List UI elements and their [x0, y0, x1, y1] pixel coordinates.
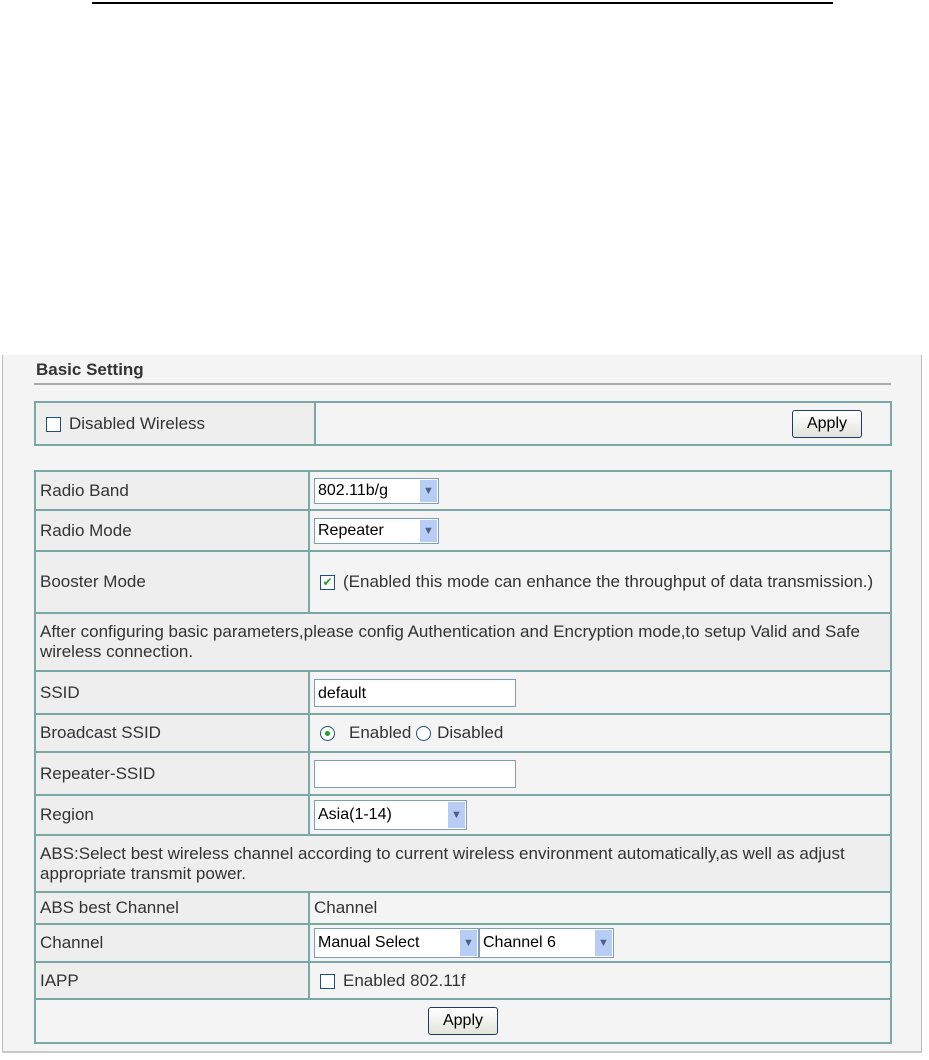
row-ssid: SSID default — [34, 670, 892, 715]
enabled-label: Enabled — [349, 723, 412, 742]
booster-text: (Enabled this mode can enhance the throu… — [343, 572, 874, 591]
apply-button-top[interactable]: Apply — [791, 409, 862, 438]
row-info-abs: ABS:Select best wireless channel accordi… — [34, 834, 892, 893]
row-abs: ABS best Channel Channel — [34, 891, 892, 925]
region-label: Region — [34, 794, 310, 836]
row-info-auth: After configuring basic parameters,pleas… — [34, 612, 892, 672]
channel-mode-value: Manual Select — [318, 934, 420, 951]
broadcast-disabled-radio[interactable] — [416, 726, 432, 742]
iapp-label: IAPP — [34, 961, 310, 1000]
disabled-wireless-label: Disabled Wireless — [69, 413, 206, 433]
channel-select[interactable]: Channel 6 ▼ — [479, 928, 614, 958]
channel-mode-select[interactable]: Manual Select ▼ — [314, 928, 479, 958]
divider — [34, 383, 891, 385]
row-booster: Booster Mode ✔ (Enabled this mode can enh… — [34, 550, 892, 614]
iapp-checkbox[interactable] — [320, 973, 335, 989]
ssid-label: SSID — [34, 670, 310, 715]
page-title: Basic Setting — [36, 360, 144, 379]
row-radio-band: Radio Band 802.11b/g ▼ — [34, 470, 892, 511]
radio-mode-value: Repeater — [318, 521, 384, 539]
broadcast-ssid-label: Broadcast SSID — [34, 713, 310, 753]
disabled-wireless-checkbox[interactable] — [46, 416, 61, 432]
row-iapp: IAPP Enabled 802.11f — [34, 961, 892, 1000]
iapp-text: Enabled 802.11f — [343, 970, 466, 990]
apply-cell: Apply — [314, 401, 892, 446]
chevron-down-icon: ▼ — [420, 519, 437, 542]
disabled-label: Disabled — [437, 723, 504, 742]
radio-band-select[interactable]: 802.11b/g ▼ — [314, 477, 439, 504]
broadcast-enabled-radio[interactable] — [320, 726, 335, 742]
chevron-down-icon: ▼ — [448, 802, 465, 828]
chevron-down-icon: ▼ — [595, 930, 612, 956]
row-radio-mode: Radio Mode Repeater ▼ — [34, 509, 892, 552]
booster-label: Booster Mode — [34, 550, 310, 614]
disabled-wireless-cell: Disabled Wireless — [34, 401, 316, 446]
auth-info-text: After configuring basic parameters,pleas… — [34, 612, 892, 672]
repeater-ssid-input[interactable] — [314, 759, 516, 788]
abs-info-text: ABS:Select best wireless channel accordi… — [34, 834, 892, 893]
ssid-input[interactable]: default — [314, 678, 516, 707]
abs-value: Channel — [308, 891, 892, 925]
radio-mode-label: Radio Mode — [34, 509, 310, 552]
region-value: Asia(1-14) — [318, 806, 392, 823]
row-repeater-ssid: Repeater-SSID — [34, 751, 892, 796]
row-region: Region Asia(1-14) ▼ — [34, 794, 892, 836]
disable-wireless-table: Disabled Wireless Apply — [34, 401, 892, 446]
row-broadcast: Broadcast SSID Enabled Disabled — [34, 713, 892, 753]
radio-band-value: 802.11b/g — [318, 481, 388, 499]
chevron-down-icon: ▼ — [460, 930, 477, 956]
radio-mode-select[interactable]: Repeater ▼ — [314, 517, 439, 544]
channel-label: Channel — [34, 923, 310, 963]
top-rule — [92, 2, 833, 4]
settings-table: Radio Band 802.11b/g ▼ Radio Mode Repeate… — [34, 470, 892, 1044]
repeater-ssid-label: Repeater-SSID — [34, 751, 310, 796]
row-channel: Channel Manual Select ▼ Channel 6 ▼ — [34, 923, 892, 963]
region-select[interactable]: Asia(1-14) ▼ — [314, 800, 467, 830]
row-apply: Apply — [34, 998, 892, 1044]
apply-button[interactable]: Apply — [427, 1007, 499, 1035]
chevron-down-icon: ▼ — [420, 479, 437, 502]
abs-label: ABS best Channel — [34, 891, 310, 925]
settings-panel: Basic Setting Disabled Wireless Apply Ra… — [2, 355, 922, 1053]
channel-value: Channel 6 — [483, 934, 556, 951]
radio-band-label: Radio Band — [34, 470, 310, 511]
booster-checkbox[interactable]: ✔ — [320, 575, 335, 591]
